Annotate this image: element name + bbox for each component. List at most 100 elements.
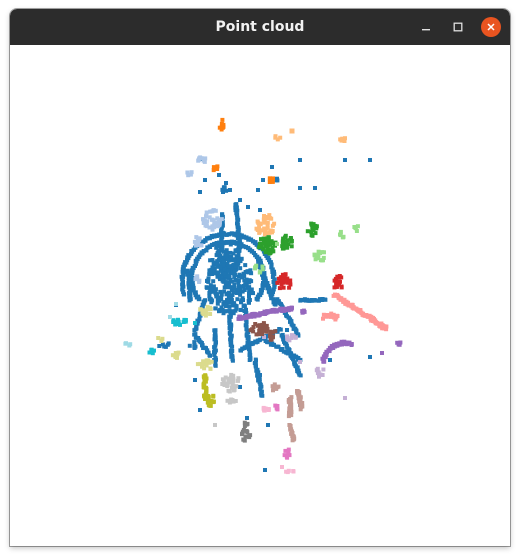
cloud-point (271, 342, 276, 347)
title-bar[interactable]: Point cloud (10, 9, 510, 45)
cloud-point (175, 355, 179, 360)
cloud-point (243, 263, 248, 268)
cloud-point (236, 252, 241, 256)
cloud-point (209, 243, 214, 247)
cloud-point (215, 164, 220, 169)
cloud-point (283, 341, 287, 346)
minimize-button[interactable] (416, 17, 436, 37)
cloud-point (397, 342, 402, 347)
maximize-button[interactable] (448, 17, 468, 37)
cloud-point (279, 282, 284, 287)
cloud-point (272, 384, 277, 389)
cloud-point (321, 312, 326, 317)
cloud-point (191, 285, 196, 290)
cloud-point (341, 234, 346, 239)
cloud-point (248, 268, 253, 273)
cloud-point (180, 267, 185, 272)
close-button[interactable] (481, 17, 501, 37)
cloud-point (189, 170, 194, 175)
cloud-point (192, 346, 197, 350)
cloud-point (242, 283, 247, 288)
cloud-point (207, 225, 212, 230)
cloud-point (285, 336, 290, 341)
cloud-point (188, 287, 193, 292)
window-title: Point cloud (215, 19, 305, 35)
cloud-point (160, 336, 165, 341)
cloud-point (198, 408, 202, 412)
cloud-point (192, 290, 197, 295)
cloud-point (337, 341, 342, 346)
cloud-point (228, 339, 233, 344)
cloud-point (210, 258, 215, 262)
cloud-point (227, 232, 232, 237)
cloud-point (208, 312, 213, 316)
cloud-point (190, 278, 195, 283)
cloud-point (147, 350, 152, 355)
cloud-point (287, 413, 291, 417)
cloud-point (243, 434, 248, 439)
cloud-point (236, 232, 241, 236)
cloud-point (149, 347, 154, 352)
cloud-point (247, 294, 251, 299)
cloud-point (220, 212, 225, 217)
cloud-point (248, 357, 253, 361)
cloud-point (259, 290, 264, 295)
cloud-point (272, 269, 276, 274)
cloud-point (191, 283, 195, 288)
cloud-point (186, 282, 191, 287)
cloud-point (201, 249, 206, 254)
cloud-point (189, 252, 194, 256)
cloud-point (335, 343, 340, 348)
cloud-point (235, 219, 240, 224)
cloud-point (220, 274, 225, 279)
cloud-point (193, 321, 197, 325)
cloud-point (236, 274, 241, 279)
cloud-point (200, 310, 205, 315)
cloud-point (239, 274, 244, 278)
cloud-point (240, 289, 245, 294)
cloud-point (212, 233, 217, 238)
cloud-point (227, 240, 232, 245)
cloud-point (168, 315, 172, 319)
cloud-point (221, 122, 226, 127)
cloud-point (273, 403, 278, 408)
cloud-point (338, 279, 342, 284)
cloud-point (368, 355, 372, 359)
cloud-point (259, 384, 264, 389)
cloud-point (213, 260, 217, 265)
cloud-point (280, 334, 285, 339)
cloud-point (284, 239, 288, 244)
cloud-point (334, 284, 339, 289)
cloud-point (195, 362, 200, 367)
cloud-point (351, 305, 356, 310)
cloud-point (222, 240, 227, 245)
cloud-point (261, 178, 265, 182)
cloud-point (289, 413, 294, 418)
cloud-point (261, 247, 266, 252)
point-cloud-canvas[interactable] (10, 45, 510, 546)
cloud-point (316, 256, 321, 261)
cloud-point (230, 344, 235, 349)
cloud-point (224, 232, 229, 237)
cloud-point (264, 215, 269, 219)
cloud-point (203, 223, 208, 228)
cloud-point (211, 399, 216, 404)
cloud-point (280, 272, 285, 277)
cloud-point (180, 279, 185, 284)
cloud-point (215, 224, 219, 229)
cloud-point (201, 359, 206, 364)
cloud-point (227, 324, 232, 329)
cloud-point (267, 180, 272, 184)
cloud-point (288, 424, 293, 429)
cloud-point (276, 276, 281, 281)
cloud-point (259, 237, 263, 242)
cloud-point (229, 288, 234, 293)
cloud-point (282, 453, 287, 458)
cloud-point (216, 295, 220, 300)
cloud-point (313, 223, 318, 228)
cloud-point (226, 388, 231, 393)
cloud-point (226, 282, 231, 287)
cloud-point (224, 280, 229, 285)
cloud-point (249, 287, 254, 292)
point-cloud-view[interactable] (10, 45, 510, 546)
